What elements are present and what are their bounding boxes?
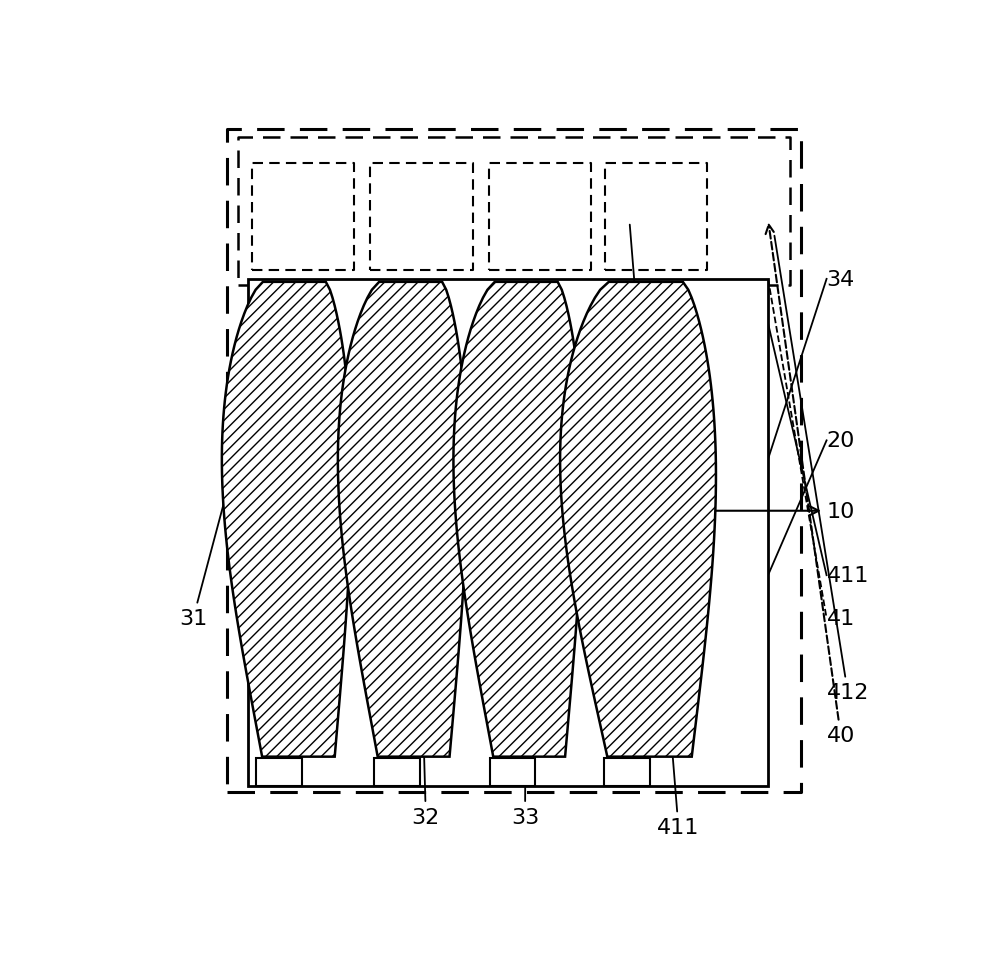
Text: 411: 411 xyxy=(630,226,700,837)
Bar xyxy=(604,758,650,786)
Text: 34: 34 xyxy=(827,270,855,289)
Text: 31: 31 xyxy=(179,312,275,628)
Bar xyxy=(256,758,302,786)
Text: 10: 10 xyxy=(684,502,855,521)
Bar xyxy=(374,758,420,786)
Text: 32: 32 xyxy=(411,297,440,826)
Text: 412: 412 xyxy=(774,236,869,702)
Bar xyxy=(248,280,768,786)
Text: 41: 41 xyxy=(827,608,855,628)
Text: 33: 33 xyxy=(511,297,539,826)
Text: 411: 411 xyxy=(827,566,869,585)
Polygon shape xyxy=(222,283,352,757)
Text: 40: 40 xyxy=(766,226,855,746)
Polygon shape xyxy=(338,283,467,757)
Text: 20: 20 xyxy=(827,431,855,451)
Bar xyxy=(490,758,535,786)
Polygon shape xyxy=(453,283,583,757)
Polygon shape xyxy=(560,283,716,757)
